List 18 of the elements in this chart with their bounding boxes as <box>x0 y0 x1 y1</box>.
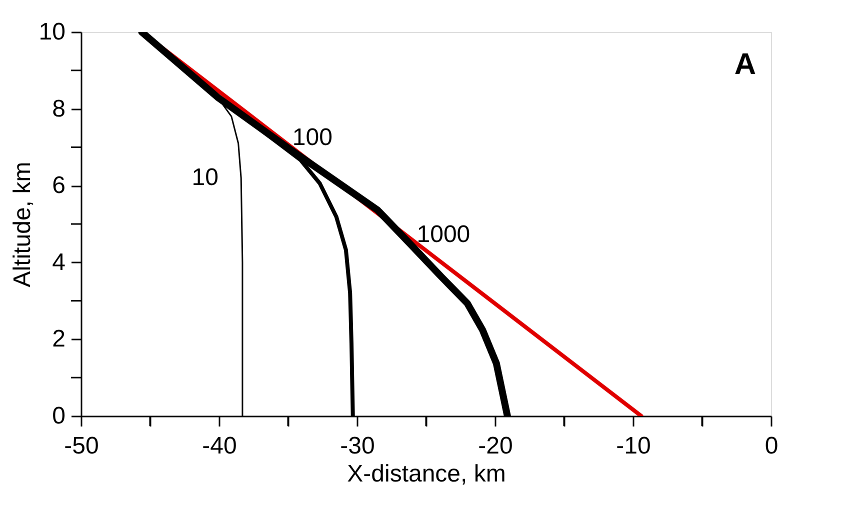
y-tick-label: 2 <box>52 326 66 353</box>
x-tick-label: -40 <box>202 432 237 460</box>
x-tick-label: -10 <box>616 432 651 460</box>
y-tick-label: 4 <box>52 248 66 276</box>
y-tick-label: 0 <box>52 402 66 430</box>
series-label: 100 <box>292 124 332 151</box>
x-axis-title: X-distance, km <box>347 460 506 488</box>
y-tick-label: 8 <box>52 95 66 122</box>
x-tick-label: -20 <box>478 432 513 460</box>
series-label: 10 <box>192 164 218 191</box>
annotation: A <box>734 48 756 81</box>
y-tick-label: 10 <box>38 18 66 46</box>
x-tick-label: 0 <box>764 432 778 460</box>
y-tick-label: 6 <box>52 172 66 200</box>
y-axis-title: Altitude, km <box>8 162 36 288</box>
x-tick-label: -30 <box>340 432 375 460</box>
x-tick-label: -50 <box>64 432 99 460</box>
series-label: 1000 <box>416 221 470 248</box>
